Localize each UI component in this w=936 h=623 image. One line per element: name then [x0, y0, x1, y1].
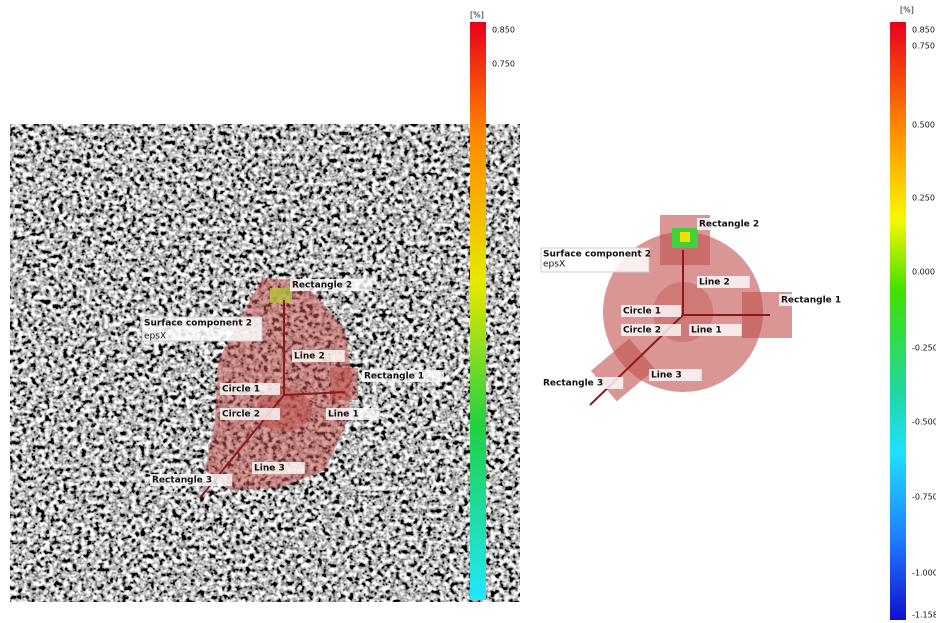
scale-label: 0.850	[912, 26, 935, 35]
annotation-label: Circle 2	[222, 410, 260, 420]
annotation-label: Line 1	[328, 410, 359, 420]
color-bar	[890, 22, 906, 620]
annotation-label: Line 2	[294, 352, 325, 362]
annotation-label: Circle 1	[222, 385, 260, 395]
scale-label: -0.750	[912, 493, 936, 502]
screen: [%]0.8500.750Surface component 2epsXRect…	[0, 0, 936, 623]
annotation-label: Line 1	[691, 326, 722, 336]
component-name: epsX	[543, 260, 565, 270]
annotation-label: Line 3	[254, 464, 285, 474]
annotation-label: Rectangle 2	[292, 281, 352, 291]
annotation-label: Rectangle 3	[152, 476, 212, 486]
color-bar	[470, 22, 486, 600]
annotation-label: Rectangle 1	[364, 372, 424, 382]
scale-label: 0.750	[492, 60, 515, 69]
scale-label: -0.500	[912, 418, 936, 427]
component-title: Surface component 2	[144, 319, 252, 329]
annotation-label: Rectangle 3	[543, 379, 603, 389]
scale-label: 0.500	[912, 121, 935, 130]
scale-label: 0.000	[912, 268, 935, 277]
scale-label: 0.250	[912, 194, 935, 203]
scale-label: 0.850	[492, 26, 515, 35]
scale-label: -1.000	[912, 569, 936, 578]
component-title: Surface component 2	[543, 250, 651, 260]
scale-label: -0.250	[912, 344, 936, 353]
hotspot	[270, 288, 292, 303]
unit-label: [%]	[470, 11, 484, 20]
component-name: epsX	[144, 332, 166, 342]
annotation-label: Line 3	[651, 371, 682, 381]
unit-label: [%]	[900, 6, 914, 15]
hotspot	[680, 232, 690, 242]
scale-label: 0.750	[912, 42, 935, 51]
scale-label: -1.158	[912, 611, 936, 620]
annotation-label: Rectangle 1	[781, 296, 841, 306]
annotation-label: Line 2	[699, 278, 730, 288]
annotation-label: Circle 2	[623, 326, 661, 336]
annotation-label: Circle 1	[623, 307, 661, 317]
annotation-label: Rectangle 2	[699, 220, 759, 230]
